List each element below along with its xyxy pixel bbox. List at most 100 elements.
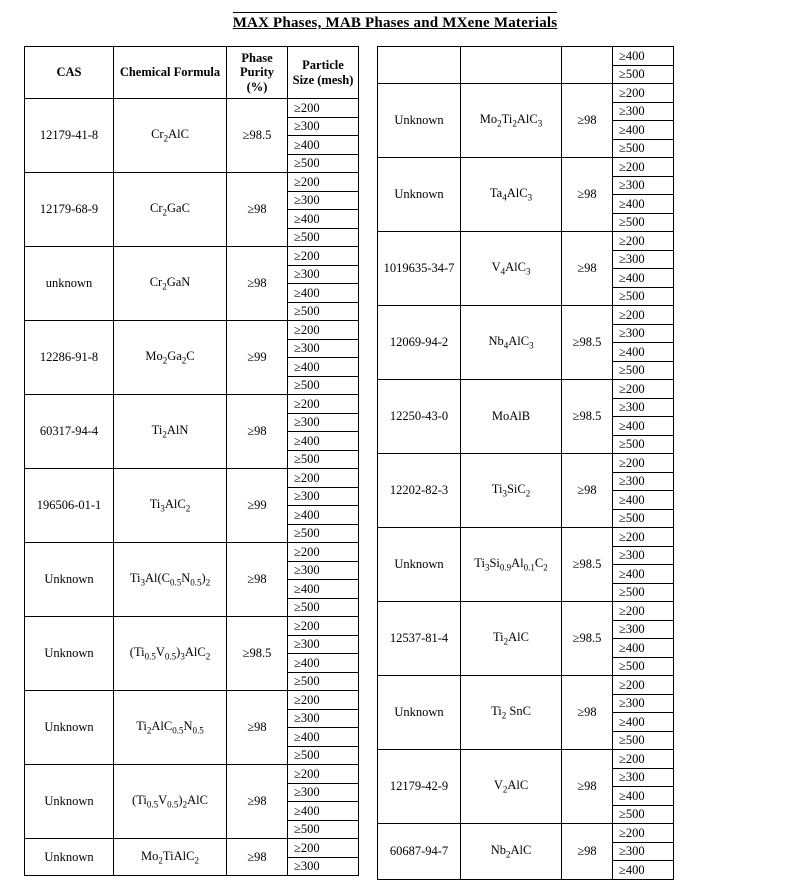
cell-cas: 12537-81-4: [378, 602, 461, 676]
cell-mesh: ≥200: [613, 602, 674, 621]
table-row: 12286-91-8Mo2Ga2C≥99≥200: [25, 321, 359, 340]
table-row: 12202-82-3Ti3SiC2≥98≥200: [378, 454, 674, 473]
cell-formula: Ti2AlN: [114, 395, 227, 469]
cell-mesh: ≥300: [613, 694, 674, 713]
cell-mesh: ≥400: [613, 491, 674, 510]
cell-mesh: ≥400: [613, 47, 674, 66]
cell-mesh: ≥500: [613, 805, 674, 824]
cell-purity: ≥98.5: [562, 528, 613, 602]
cell-mesh: ≥400: [613, 343, 674, 362]
table-row: UnknownTi3Al(C0.5N0.5)2≥98≥200: [25, 543, 359, 562]
cell-mesh: ≥300: [613, 250, 674, 269]
cell-mesh: ≥200: [613, 750, 674, 769]
cell-mesh: ≥200: [613, 528, 674, 547]
cell-mesh: ≥300: [288, 561, 359, 580]
cell-cas: Unknown: [378, 676, 461, 750]
cell-mesh: ≥200: [288, 321, 359, 340]
cell-cas: 12250-43-0: [378, 380, 461, 454]
cell-mesh: ≥400: [613, 269, 674, 288]
cell-formula: Cr2GaN: [114, 247, 227, 321]
cell-mesh: ≥400: [288, 136, 359, 155]
cell-cas: 12286-91-8: [25, 321, 114, 395]
cell-purity: ≥98: [562, 676, 613, 750]
cell-formula: V4AlC3: [461, 232, 562, 306]
table-row: 1019635-34-7V4AlC3≥98≥200: [378, 232, 674, 251]
table-row: UnknownTi2 SnC≥98≥200: [378, 676, 674, 695]
cell-purity: ≥99: [227, 321, 288, 395]
cell-mesh: ≥200: [288, 839, 359, 858]
table-row: Unknown(Ti0.5V0.5)2AlC≥98≥200: [25, 765, 359, 784]
cell-purity: ≥98: [562, 158, 613, 232]
cell-cas: 60687-94-7: [378, 824, 461, 880]
cell-mesh: ≥400: [288, 580, 359, 599]
cell-purity: ≥98: [227, 173, 288, 247]
table-row: UnknownTi3Si0.9Al0.1C2≥98.5≥200: [378, 528, 674, 547]
cell-mesh: ≥300: [288, 857, 359, 876]
cell-mesh: ≥400: [613, 565, 674, 584]
cell-formula: (Ti0.5V0.5)3AlC2: [114, 617, 227, 691]
cell-mesh: ≥200: [288, 691, 359, 710]
cell-purity: ≥98: [562, 454, 613, 528]
cell-cas: 12179-68-9: [25, 173, 114, 247]
cell-mesh: ≥500: [613, 509, 674, 528]
cell-mesh: ≥400: [613, 417, 674, 436]
cell-formula: Mo2Ga2C: [114, 321, 227, 395]
cell-purity: ≥98.5: [227, 99, 288, 173]
cell-purity: ≥98: [562, 232, 613, 306]
cell-mesh: ≥300: [613, 398, 674, 417]
cell-cas: 12069-94-2: [378, 306, 461, 380]
cell-cas: Unknown: [25, 839, 114, 876]
cell-mesh: ≥400: [288, 654, 359, 673]
cell-mesh: ≥500: [613, 361, 674, 380]
cell-formula: Nb4AlC3: [461, 306, 562, 380]
cell-mesh: ≥300: [613, 102, 674, 121]
cell-mesh: ≥500: [613, 583, 674, 602]
cell-empty: [461, 47, 562, 84]
cell-mesh: ≥500: [613, 657, 674, 676]
cell-mesh: ≥400: [288, 802, 359, 821]
cell-cas: Unknown: [378, 84, 461, 158]
cell-mesh: ≥200: [613, 158, 674, 177]
cell-purity: ≥98.5: [562, 306, 613, 380]
cell-mesh: ≥300: [288, 635, 359, 654]
cell-cas: 60317-94-4: [25, 395, 114, 469]
cell-mesh: ≥400: [288, 506, 359, 525]
cell-formula: Ti3Si0.9Al0.1C2: [461, 528, 562, 602]
cell-mesh: ≥200: [613, 306, 674, 325]
cell-mesh: ≥400: [613, 639, 674, 658]
cell-cas: 12179-41-8: [25, 99, 114, 173]
cell-purity: ≥98.5: [227, 617, 288, 691]
cell-cas: Unknown: [25, 543, 114, 617]
cell-cas: unknown: [25, 247, 114, 321]
cell-formula: V2AlC: [461, 750, 562, 824]
cell-formula: Nb2AlC: [461, 824, 562, 880]
cell-cas: Unknown: [25, 765, 114, 839]
cell-purity: ≥98: [227, 765, 288, 839]
cell-purity: ≥98: [562, 824, 613, 880]
table-row: 12179-42-9V2AlC≥98≥200: [378, 750, 674, 769]
cell-mesh: ≥200: [613, 380, 674, 399]
table-row: 12179-68-9Cr2GaC≥98≥200: [25, 173, 359, 192]
cell-mesh: ≥200: [288, 395, 359, 414]
cell-mesh: ≥300: [613, 768, 674, 787]
cell-formula: Ti2AlC: [461, 602, 562, 676]
cell-mesh: ≥500: [288, 598, 359, 617]
cell-purity: ≥98.5: [562, 602, 613, 676]
cell-mesh: ≥500: [288, 154, 359, 173]
cell-mesh: ≥500: [613, 435, 674, 454]
cell-purity: ≥98: [227, 247, 288, 321]
cell-mesh: ≥500: [613, 65, 674, 84]
cell-cas: 12202-82-3: [378, 454, 461, 528]
cell-mesh: ≥500: [288, 302, 359, 321]
materials-table-left: CAS Chemical Formula Phase Purity (%) Pa…: [24, 46, 359, 876]
cell-mesh: ≥300: [288, 191, 359, 210]
cell-mesh: ≥200: [288, 173, 359, 192]
cell-formula: Ti2 SnC: [461, 676, 562, 750]
cell-mesh: ≥300: [613, 176, 674, 195]
cell-mesh: ≥300: [288, 709, 359, 728]
cell-mesh: ≥400: [613, 195, 674, 214]
cell-cas: Unknown: [25, 691, 114, 765]
cell-formula: Ti3AlC2: [114, 469, 227, 543]
cell-formula: Ti3SiC2: [461, 454, 562, 528]
cell-mesh: ≥500: [613, 213, 674, 232]
